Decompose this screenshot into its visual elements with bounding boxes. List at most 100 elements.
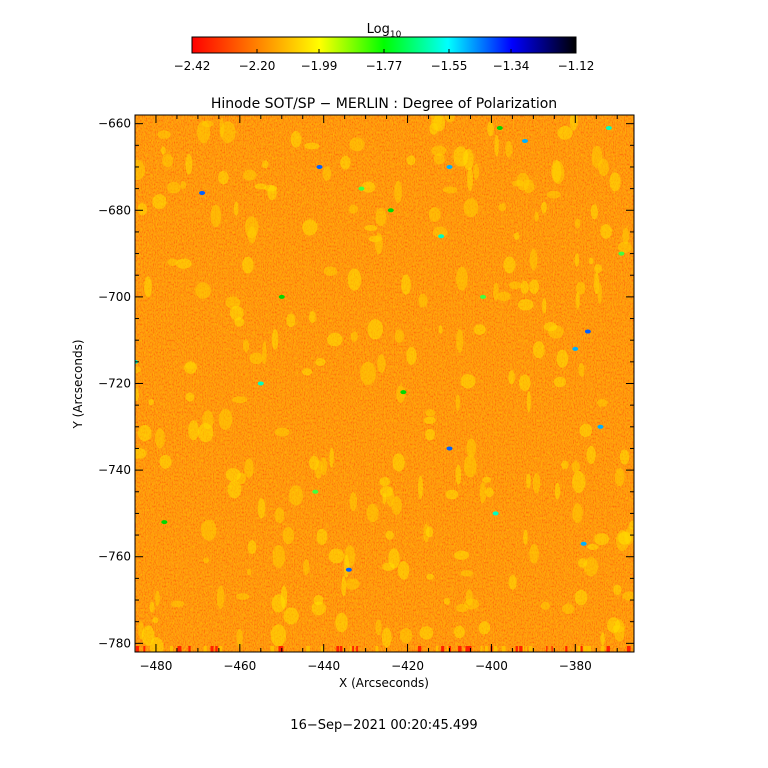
heatmap-patch	[596, 399, 608, 407]
colorbar-tick-label: −1.34	[493, 59, 530, 73]
heatmap-patch	[367, 319, 384, 340]
heatmap-patch	[399, 627, 413, 644]
heatmap-patch	[396, 385, 406, 403]
heatmap-patch	[418, 475, 424, 499]
heatmap-edge-stripe	[465, 646, 469, 652]
heatmap-patch	[431, 145, 447, 156]
heatmap-patch	[242, 169, 257, 181]
heatmap-edge-stripe	[515, 646, 518, 652]
colorbar-tick-label: −1.55	[431, 59, 468, 73]
heatmap-patch	[282, 526, 294, 545]
heatmap-patch	[329, 447, 334, 468]
heatmap-patch	[154, 590, 160, 606]
heatmap-patch	[460, 570, 474, 577]
heatmap-speck	[446, 446, 453, 451]
heatmap-speck	[584, 329, 591, 334]
heatmap-edge-stripe	[339, 646, 343, 652]
heatmap-patch	[210, 204, 222, 228]
colorbar-label-sub: 10	[390, 30, 402, 40]
heatmap-patch	[505, 140, 513, 158]
heatmap-patch	[242, 339, 250, 353]
heatmap-speck	[316, 164, 323, 169]
heatmap-edge-stripe	[551, 646, 553, 652]
heatmap-patch	[196, 120, 211, 144]
heatmap-edge-stripe	[441, 646, 445, 652]
colorbar-tick-label: −1.77	[366, 59, 403, 73]
heatmap-patch	[233, 201, 239, 216]
heatmap-patch	[517, 299, 534, 311]
heatmap-patch	[257, 497, 266, 519]
heatmap-patch	[532, 473, 541, 494]
heatmap-patch	[418, 293, 428, 308]
heatmap-patch	[467, 167, 473, 192]
heatmap-patch	[377, 354, 386, 373]
heatmap-patch	[304, 142, 320, 150]
heatmap-patch	[234, 317, 245, 327]
heatmap-patch	[406, 346, 417, 365]
heatmap-patch	[597, 282, 602, 304]
heatmap-edge-stripe	[519, 646, 523, 652]
heatmap-patch	[388, 548, 400, 569]
heatmap-patch	[386, 486, 395, 507]
heatmap-patch	[590, 204, 598, 220]
heatmap-patch	[445, 489, 459, 500]
heatmap-patch	[244, 458, 254, 478]
heatmap-patch	[529, 544, 539, 564]
heatmap-patch	[562, 603, 575, 615]
heatmap-patch	[607, 617, 621, 633]
heatmap-patch	[423, 416, 436, 425]
heatmap-patch	[392, 453, 405, 472]
heatmap-patch	[455, 394, 461, 411]
heatmap-patch	[162, 153, 174, 168]
heatmap-patch	[583, 557, 599, 577]
y-tick-label: −680	[98, 203, 131, 217]
heatmap-edge-stripe	[626, 646, 629, 652]
chart-title: Hinode SOT/SP − MERLIN : Degree of Polar…	[211, 96, 557, 112]
heatmap-patch	[303, 559, 310, 576]
heatmap-patch	[290, 130, 302, 148]
heatmap-edge-stripe	[606, 646, 610, 652]
heatmap-patch	[513, 232, 520, 240]
heatmap-patch	[236, 628, 243, 647]
heatmap-patch	[185, 153, 193, 175]
heatmap-patch	[425, 428, 435, 441]
heatmap-patch	[617, 241, 632, 254]
heatmap-edge-stripe	[583, 646, 587, 652]
heatmap-edge-stripe	[522, 646, 525, 652]
colorbar-tick-label: −2.20	[239, 59, 276, 73]
heatmap-edge-stripe	[356, 646, 358, 652]
heatmap-patch	[574, 218, 581, 229]
heatmap-edge-stripe	[493, 646, 498, 652]
heatmap-patch	[203, 557, 210, 564]
heatmap-patch	[218, 408, 233, 430]
heatmap-patch	[571, 461, 580, 473]
heatmap-patch	[622, 591, 634, 601]
heatmap-edge-stripe	[528, 646, 533, 652]
heatmap-patch	[197, 423, 214, 443]
x-axis-label: X (Arcseconds)	[339, 676, 429, 690]
heatmap-patch	[529, 248, 538, 271]
heatmap-patch	[379, 476, 390, 487]
heatmap-patch	[270, 624, 287, 647]
heatmap-patch	[267, 185, 277, 201]
heatmap-patch	[487, 121, 494, 137]
heatmap-patch	[572, 503, 583, 524]
heatmap-patch	[316, 528, 328, 545]
heatmap-patch	[152, 617, 159, 624]
heatmap-patch	[262, 341, 267, 365]
heatmap-patch	[526, 473, 531, 489]
heatmap-patch	[518, 374, 531, 391]
heatmap-patch	[542, 298, 547, 314]
heatmap-patch	[283, 607, 299, 625]
heatmap-patch	[425, 526, 434, 538]
heatmap-patch	[262, 160, 269, 169]
heatmap-patch	[311, 601, 326, 616]
heatmap-edge-stripe	[587, 646, 592, 652]
heatmap-patch	[541, 201, 547, 214]
heatmap-patch	[148, 399, 154, 406]
x-tick-label: −380	[559, 659, 592, 673]
heatmap-patch	[534, 211, 539, 222]
heatmap-patch	[315, 358, 326, 367]
heatmap-patch	[135, 447, 147, 459]
